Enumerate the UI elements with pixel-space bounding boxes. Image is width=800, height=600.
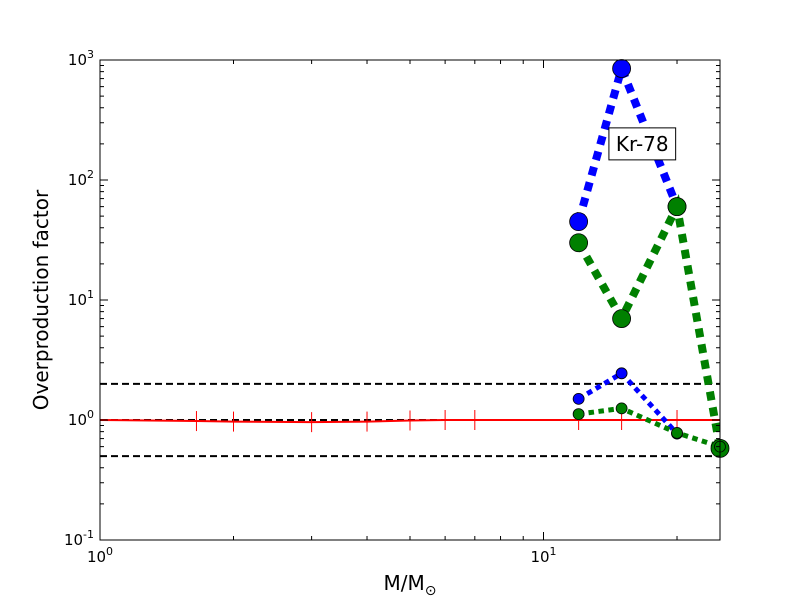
- series-2-marker-1: [612, 309, 632, 328]
- series-4-marker-0: [572, 408, 585, 420]
- x-tick-label-exp: 0: [106, 545, 113, 558]
- series-1-marker-1: [612, 59, 632, 78]
- x-tick-label-1: 101: [530, 545, 556, 566]
- y-tick-label-exp: 3: [87, 48, 94, 61]
- series-line-1: [574, 60, 681, 223]
- y-tick-label-2: 101: [68, 288, 94, 309]
- x-tick-label-exp: 1: [550, 545, 557, 558]
- series-4-marker-1: [615, 402, 628, 415]
- series-lines: [100, 60, 720, 450]
- x-axis-label: M/M⊙: [384, 571, 437, 599]
- series-1-marker-0: [569, 212, 589, 232]
- y-tick-label-exp: -1: [83, 528, 94, 541]
- series-markers: [99, 59, 730, 458]
- y-tick-label-1: 100: [68, 408, 94, 429]
- y-axis-label: Overproduction factor: [29, 189, 53, 410]
- y-tick-label-4: 103: [68, 48, 94, 69]
- y-tick-label-base: 10: [64, 531, 83, 549]
- y-tick-label-exp: 2: [87, 168, 94, 181]
- y-tick-label-base: 10: [68, 171, 87, 189]
- series-2-marker-0: [569, 233, 589, 253]
- series-2-marker-2: [667, 197, 687, 217]
- x-axis-label-subscript: ⊙: [425, 583, 437, 599]
- y-tick-label-0: 10-1: [64, 528, 94, 549]
- x-tick-label-base: 10: [530, 548, 549, 566]
- x-tick-label-base: 10: [87, 548, 106, 566]
- annotation-box-0: [608, 127, 677, 161]
- y-tick-label-base: 10: [68, 51, 87, 69]
- series-3-marker-1: [615, 367, 628, 380]
- y-tick-label-3: 102: [68, 168, 94, 189]
- y-tick-label-exp: 0: [87, 408, 94, 421]
- x-axis-label-main: M/M: [384, 571, 425, 595]
- series-line-4: [578, 405, 720, 450]
- series-3-marker-0: [572, 392, 585, 405]
- series-line-3: [577, 370, 679, 436]
- annotation-label-0: Kr-78: [616, 132, 669, 156]
- x-tick-label-0: 100: [87, 545, 113, 566]
- y-tick-label-base: 10: [68, 411, 87, 429]
- series-line-2: [575, 193, 720, 450]
- series-line-0: [100, 419, 720, 424]
- y-tick-label-base: 10: [68, 291, 87, 309]
- series-4-marker-2: [671, 427, 683, 439]
- y-tick-label-exp: 1: [87, 288, 94, 301]
- annotations: Kr-78: [608, 127, 677, 161]
